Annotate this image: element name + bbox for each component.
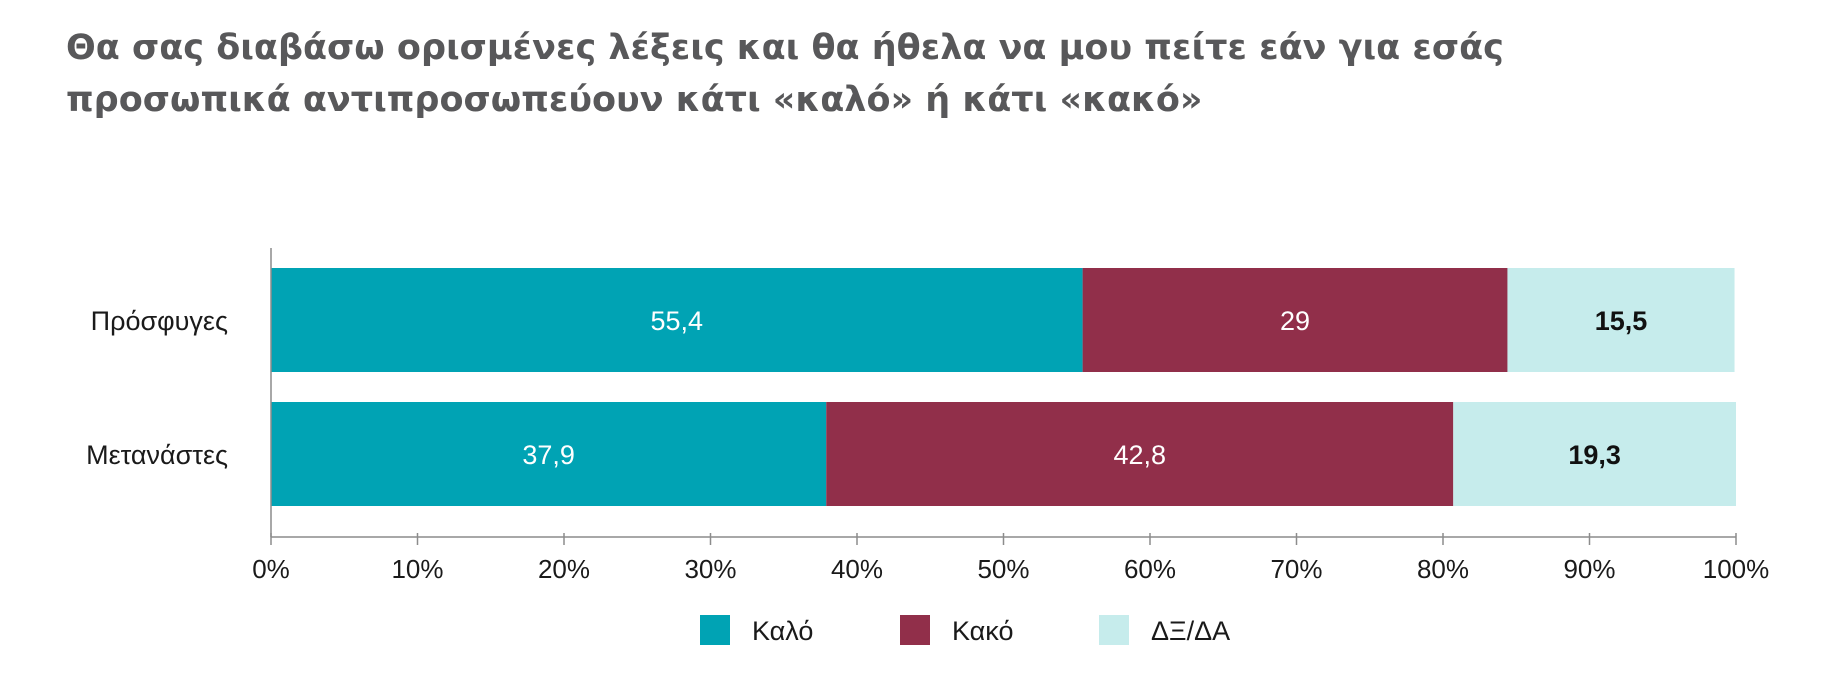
chart-title: Θα σας διαβάσω ορισμένες λέξεις και θα ή… xyxy=(66,22,1766,126)
bar-segment xyxy=(271,268,1083,372)
chart-title-line-2: προσωπικά αντιπροσωπεύουν κάτι «καλό» ή … xyxy=(66,80,1203,120)
x-tick-label: 50% xyxy=(977,554,1029,584)
x-tick-label: 30% xyxy=(684,554,736,584)
bar-segment xyxy=(1507,268,1735,372)
chart-title-line-1: Θα σας διαβάσω ορισμένες λέξεις και θα ή… xyxy=(66,28,1504,68)
bar-segment xyxy=(271,402,827,506)
legend-swatch xyxy=(1099,615,1129,645)
legend-swatch xyxy=(900,615,930,645)
axes-group: Πρόσφυγες Μετανάστες 0% 10% 20% 30% 40% 50% 60% 7… xyxy=(86,248,1769,584)
legend-label: ΔΞ/ΔΑ xyxy=(1151,616,1230,646)
legend-label: Καλό xyxy=(752,616,813,646)
bar-segment xyxy=(826,402,1454,506)
x-tick-label: 80% xyxy=(1417,554,1469,584)
bar-segment xyxy=(1453,402,1736,506)
x-tick-label: 10% xyxy=(391,554,443,584)
data-label: 19,3 xyxy=(1568,440,1621,470)
x-tick-label: 20% xyxy=(538,554,590,584)
legend-swatch xyxy=(700,615,730,645)
data-label: 37,9 xyxy=(522,440,575,470)
bar-segment xyxy=(1082,268,1508,372)
category-label: Πρόσφυγες xyxy=(91,306,228,336)
x-tick-label: 40% xyxy=(831,554,883,584)
legend-label: Κακό xyxy=(952,616,1013,646)
x-tick-label: 60% xyxy=(1124,554,1176,584)
data-label: 15,5 xyxy=(1595,306,1648,336)
legend: Καλό Κακό ΔΞ/ΔΑ xyxy=(700,615,1230,646)
data-label: 42,8 xyxy=(1113,440,1166,470)
data-label: 29 xyxy=(1280,306,1310,336)
x-tick-label: 90% xyxy=(1563,554,1615,584)
x-tick-label: 70% xyxy=(1270,554,1322,584)
bars-group: 55,4 29 15,5 37,9 42,8 19,3 xyxy=(271,268,1736,506)
category-label: Μετανάστες xyxy=(86,440,228,470)
x-tick-label: 100% xyxy=(1703,554,1770,584)
data-label: 55,4 xyxy=(651,306,704,336)
x-tick-label: 0% xyxy=(252,554,290,584)
